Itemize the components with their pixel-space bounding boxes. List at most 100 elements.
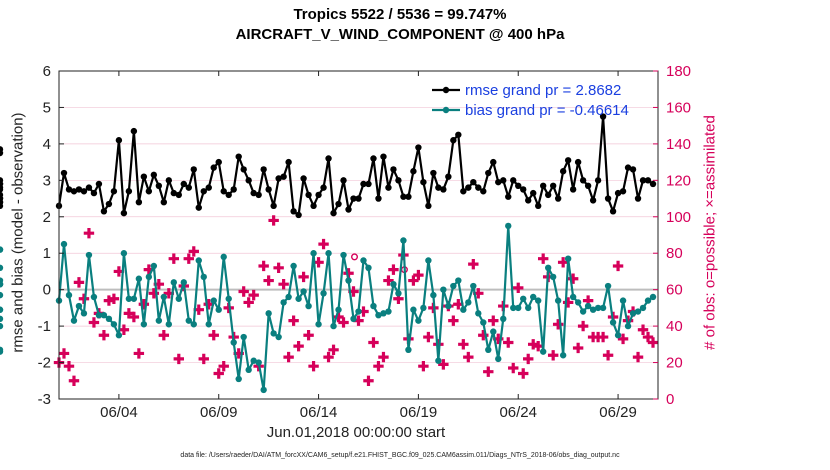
bias-point	[470, 282, 477, 290]
assimilated-marker	[617, 333, 629, 345]
chart-subtitle: AIRCRAFT_V_WIND_COMPONENT @ 400 hPa	[235, 26, 565, 43]
rmse-point	[530, 189, 537, 197]
rmse-point	[335, 200, 342, 208]
legend-rmse-label: rmse grand pr = 2.8682	[465, 82, 621, 99]
assimilated-marker-shape	[113, 266, 125, 277]
bias-point	[370, 302, 377, 310]
rmse-point	[150, 171, 158, 179]
bias-point	[110, 321, 118, 328]
bias-point	[355, 308, 362, 315]
rmse-point	[245, 177, 252, 184]
rmse-point	[430, 169, 437, 177]
assimilated-marker	[133, 348, 145, 359]
rmse-point	[609, 208, 617, 215]
bias-point	[330, 322, 337, 330]
assimilated-marker	[273, 262, 284, 273]
bias-point	[599, 304, 607, 312]
assimilated-marker-shape	[118, 324, 130, 335]
bias-point	[415, 317, 422, 324]
assimilated-marker	[113, 266, 125, 277]
rmse-point	[614, 189, 622, 197]
rmse-point	[90, 189, 98, 197]
right-tick-label: 20	[666, 355, 683, 372]
rmse-point	[130, 127, 138, 135]
assimilated-marker	[537, 253, 549, 264]
assimilated-marker	[642, 331, 654, 343]
rmse-point	[315, 191, 322, 199]
assimilated-marker-shape	[557, 257, 569, 268]
assimilated-marker	[283, 351, 294, 363]
bias-point	[210, 297, 217, 304]
rmse-point	[539, 182, 547, 189]
rmse-point	[260, 166, 267, 173]
axes-layer: -3-2-1012345602040608010012014016018006/…	[38, 63, 691, 421]
bias-point	[559, 352, 567, 359]
bias-point	[0, 315, 4, 323]
rmse-point	[589, 197, 597, 204]
assimilated-marker-shape	[248, 289, 259, 301]
rmse-point	[275, 175, 282, 182]
assimilated-marker	[463, 351, 474, 363]
x-tick-label: 06/24	[499, 404, 537, 421]
bias-point	[75, 302, 83, 310]
assimilated-marker-shape	[293, 340, 304, 352]
assimilated-marker-shape	[183, 253, 194, 264]
assimilated-marker	[503, 337, 514, 348]
assimilated-marker	[98, 330, 110, 341]
assimilated-marker	[513, 282, 524, 294]
bias-point	[135, 275, 143, 282]
rmse-point	[195, 204, 202, 211]
rmse-point	[325, 155, 332, 162]
assimilated-marker	[118, 324, 130, 335]
assimilated-marker	[248, 289, 259, 301]
bias-point	[310, 250, 317, 257]
rmse-point	[375, 195, 382, 202]
possible-marker	[351, 253, 359, 261]
assimilated-marker	[328, 344, 339, 355]
bias-point	[0, 291, 4, 299]
assimilated-marker	[647, 337, 659, 348]
rmse-point	[584, 182, 592, 189]
bias-point	[520, 295, 527, 302]
bias-point	[90, 293, 98, 301]
assimilated-marker-shape	[468, 258, 479, 270]
assimilated-marker-shape	[283, 351, 294, 363]
bias-point	[295, 295, 302, 302]
x-tick-label: 06/09	[200, 404, 238, 421]
bias-point	[80, 310, 88, 317]
assimilated-marker	[158, 330, 170, 341]
right-tick-label: 80	[666, 245, 683, 262]
bias-point	[230, 339, 237, 346]
rmse-point	[185, 184, 192, 191]
assimilated-marker-shape	[612, 260, 624, 272]
rmse-point	[100, 208, 108, 215]
right-tick-label: 140	[666, 136, 691, 153]
bias-point	[589, 306, 597, 313]
bias-point	[285, 293, 292, 301]
rmse-point	[0, 202, 4, 210]
rmse-point	[629, 166, 637, 173]
bias-point	[240, 333, 247, 341]
data-file-footnote: data file: /Users/raeder/DAI/ATM_forcXX/…	[180, 452, 620, 459]
assimilated-marker	[413, 269, 424, 281]
bias-point	[420, 304, 427, 312]
rmse-point	[345, 206, 352, 213]
bias-point	[410, 306, 417, 313]
rmse-point	[410, 168, 417, 175]
rmse-point	[250, 189, 257, 197]
bias-point	[515, 304, 522, 312]
assimilated-marker-shape	[448, 315, 459, 326]
rmse-point	[85, 184, 93, 191]
rmse-point	[165, 177, 173, 184]
bias-point	[614, 332, 622, 339]
x-tick-label: 06/14	[300, 404, 338, 421]
bias-point	[170, 279, 178, 286]
bias-point	[320, 290, 327, 297]
assimilated-marker	[523, 353, 534, 365]
bias-point	[395, 290, 402, 297]
assimilated-marker	[243, 297, 254, 308]
assimilated-marker-shape	[632, 351, 644, 363]
bias-point	[579, 308, 587, 315]
assimilated-marker	[348, 286, 359, 297]
bias-point	[639, 304, 647, 312]
